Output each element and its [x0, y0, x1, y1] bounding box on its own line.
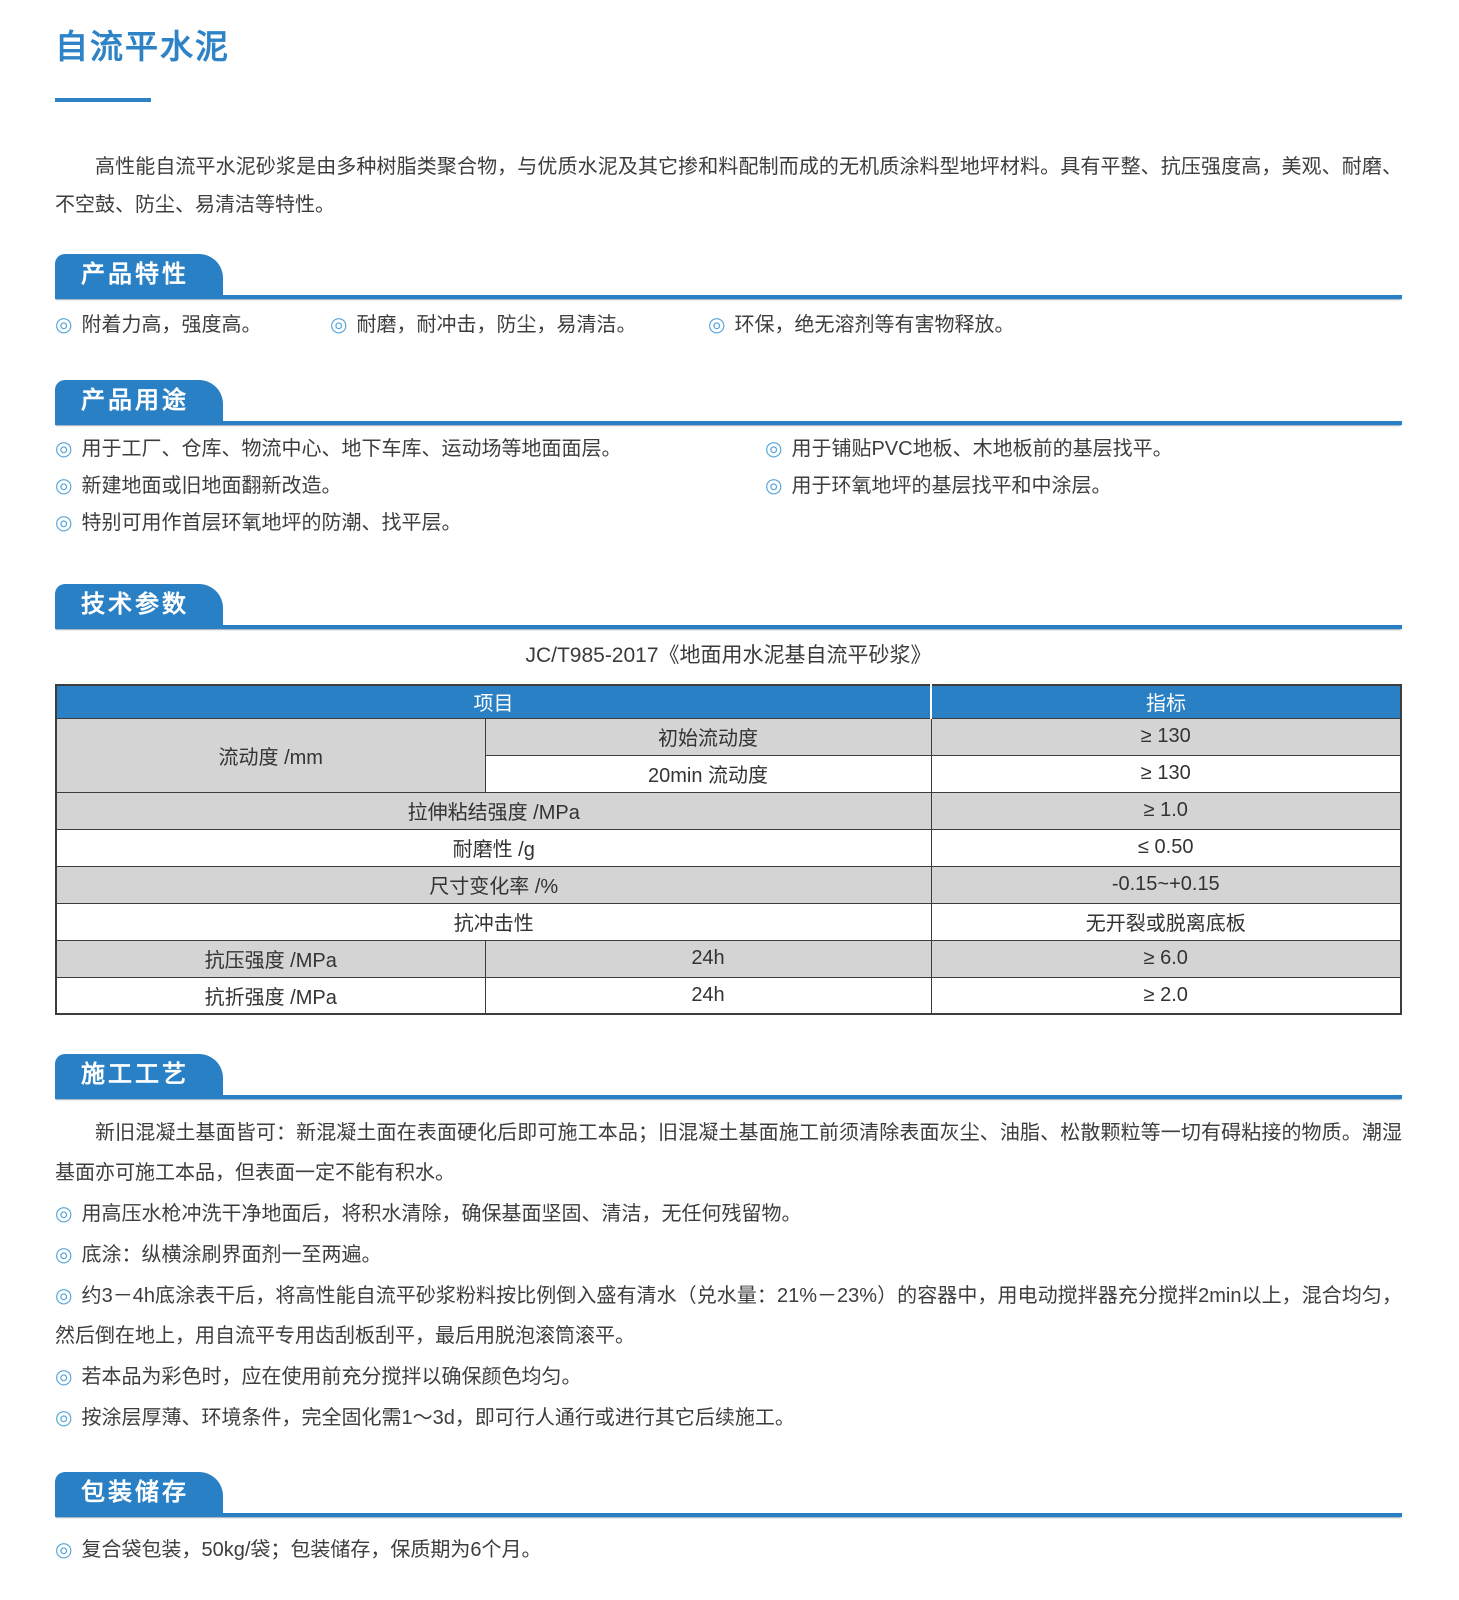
list-item: ◎ 复合袋包装，50kg/袋；包装储存，保质期为6个月。	[55, 1537, 1402, 1563]
list-item: ◎ 用于铺贴PVC地板、木地板前的基层找平。	[765, 437, 1173, 462]
list-item: ◎ 底涂：纵横涂刷界面剂一至两遍。	[55, 1235, 1402, 1275]
intro-paragraph: 高性能自流平水泥砂浆是由多种树脂类聚合物，与优质水泥及其它掺和料配制而成的无机质…	[55, 156, 1402, 216]
bullet-icon: ◎	[55, 475, 73, 497]
spec-label: 流动度 /mm	[55, 717, 486, 793]
spec-value: ≥ 130	[930, 754, 1402, 793]
bullet-icon: ◎	[55, 1366, 73, 1388]
feature-text: 附着力高，强度高。	[81, 314, 262, 336]
feature-text: 环保，绝无溶剂等有害物释放。	[734, 314, 1015, 336]
table-header-row: 项目 指标	[55, 684, 1402, 719]
spec-value: ≥ 6.0	[930, 939, 1402, 978]
spec-value: -0.15~+0.15	[930, 865, 1402, 904]
section-heading-packaging: 包装储存	[55, 1472, 1402, 1517]
list-item: ◎ 附着力高，强度高。	[55, 312, 330, 338]
process-step-text: 按涂层厚薄、环境条件，完全固化需1～3d，即可行人通行或进行其它后续施工。	[81, 1407, 795, 1429]
spec-value: ≤ 0.50	[930, 828, 1402, 867]
process-step-text: 底涂：纵横涂刷界面剂一至两遍。	[81, 1244, 382, 1266]
table-row: 抗冲击性 无开裂或脱离底板	[55, 902, 1402, 941]
table-row: 尺寸变化率 /% -0.15~+0.15	[55, 865, 1402, 904]
page-title: 自流平水泥	[55, 28, 230, 65]
process-steps-list: ◎ 用高压水枪冲洗干净地面后，将积水清除，确保基面坚固、清洁，无任何残留物。 ◎ 底…	[55, 1194, 1402, 1438]
table-row: 抗压强度 /MPa 24h ≥ 6.0	[55, 939, 1402, 978]
page: 自流平水泥 高性能自流平水泥砂浆是由多种树脂类聚合物，与优质水泥及其它掺和料配制…	[55, 28, 1402, 1563]
bullet-icon: ◎	[55, 438, 73, 460]
spec-label: 抗冲击性	[55, 902, 932, 941]
section-heading-features: 产品特性	[55, 254, 1402, 299]
spec-sublabel: 初始流动度	[484, 717, 932, 756]
feature-text: 耐磨，耐冲击，防尘，易清洁。	[356, 314, 637, 336]
spec-value: 无开裂或脱离底板	[930, 902, 1402, 941]
list-item: ◎ 耐磨，耐冲击，防尘，易清洁。	[330, 312, 708, 338]
process-step-text: 约3－4h底涂表干后，将高性能自流平砂浆粉料按比例倒入盛有清水（兑水量：21%－…	[55, 1285, 1402, 1347]
section-heading-uses: 产品用途	[55, 380, 1402, 425]
title-underline	[55, 98, 151, 102]
bullet-icon: ◎	[55, 314, 73, 336]
spec-sublabel: 24h	[484, 939, 932, 978]
process-step-text: 若本品为彩色时，应在使用前充分搅拌以确保颜色均匀。	[81, 1366, 582, 1388]
use-text: 新建地面或旧地面翻新改造。	[81, 475, 342, 497]
bullet-icon: ◎	[765, 438, 783, 460]
bullet-icon: ◎	[55, 1407, 73, 1429]
bullet-icon: ◎	[55, 512, 73, 534]
section-heading-process: 施工工艺	[55, 1054, 1402, 1099]
process-paragraph: 新旧混凝土基面皆可：新混凝土面在表面硬化后即可施工本品；旧混凝土基面施工前须清除…	[55, 1122, 1402, 1184]
process-step-text: 用高压水枪冲洗干净地面后，将积水清除，确保基面坚固、清洁，无任何残留物。	[81, 1203, 802, 1225]
spec-sublabel: 24h	[484, 976, 932, 1015]
section-heading-specs: 技术参数	[55, 584, 1402, 629]
list-item: ◎ 环保，绝无溶剂等有害物释放。	[708, 312, 1014, 338]
uses-list: ◎ 用于工厂、仓库、物流中心、地下车库、运动场等地面面层。 ◎ 新建地面或旧地面翻新…	[55, 437, 1402, 548]
use-text: 用于工厂、仓库、物流中心、地下车库、运动场等地面面层。	[81, 438, 622, 460]
list-item: ◎ 用高压水枪冲洗干净地面后，将积水清除，确保基面坚固、清洁，无任何残留物。	[55, 1194, 1402, 1234]
use-text: 特别可用作首层环氧地坪的防潮、找平层。	[81, 512, 462, 534]
bullet-icon: ◎	[55, 1244, 73, 1266]
spec-sublabel: 20min 流动度	[484, 754, 932, 793]
section-tab-specs: 技术参数	[55, 584, 223, 625]
spec-label: 抗压强度 /MPa	[55, 939, 486, 978]
features-list: ◎ 附着力高，强度高。 ◎ 耐磨，耐冲击，防尘，易清洁。 ◎ 环保，绝无溶剂等有害物释…	[55, 312, 1402, 338]
spec-label: 尺寸变化率 /%	[55, 865, 932, 904]
section-tab-uses: 产品用途	[55, 380, 223, 421]
bullet-icon: ◎	[55, 1285, 73, 1307]
spec-value: ≥ 1.0	[930, 791, 1402, 830]
list-item: ◎ 新建地面或旧地面翻新改造。	[55, 474, 765, 499]
table-row: 流动度 /mm 初始流动度 ≥ 130	[55, 717, 1402, 793]
section-tab-process: 施工工艺	[55, 1054, 223, 1095]
bullet-icon: ◎	[55, 1539, 73, 1561]
table-row: 耐磨性 /g ≤ 0.50	[55, 828, 1402, 867]
section-tab-packaging: 包装储存	[55, 1472, 223, 1513]
use-text: 用于铺贴PVC地板、木地板前的基层找平。	[791, 438, 1173, 460]
list-item: ◎ 用于环氧地坪的基层找平和中涂层。	[765, 474, 1173, 499]
spec-label: 耐磨性 /g	[55, 828, 932, 867]
list-item: ◎ 用于工厂、仓库、物流中心、地下车库、运动场等地面面层。	[55, 437, 765, 462]
table-row: 拉伸粘结强度 /MPa ≥ 1.0	[55, 791, 1402, 830]
table-row: 20min 流动度 ≥ 130	[56, 754, 1402, 793]
bullet-icon: ◎	[708, 314, 726, 336]
spec-value: ≥ 2.0	[930, 976, 1402, 1015]
packaging-text: 复合袋包装，50kg/袋；包装储存，保质期为6个月。	[81, 1539, 542, 1561]
bullet-icon: ◎	[55, 1203, 73, 1225]
spec-label: 抗折强度 /MPa	[55, 976, 486, 1015]
list-item: ◎ 按涂层厚薄、环境条件，完全固化需1～3d，即可行人通行或进行其它后续施工。	[55, 1398, 1402, 1438]
list-item: ◎ 约3－4h底涂表干后，将高性能自流平砂浆粉料按比例倒入盛有清水（兑水量：21%…	[55, 1276, 1402, 1356]
uses-left-column: ◎ 用于工厂、仓库、物流中心、地下车库、运动场等地面面层。 ◎ 新建地面或旧地面翻新…	[55, 437, 765, 548]
specs-table: 项目 指标 流动度 /mm 初始流动度 ≥ 130 20min 流动度 ≥ 13…	[55, 684, 1402, 1015]
spec-label: 拉伸粘结强度 /MPa	[55, 791, 932, 830]
column-header-item: 项目	[55, 684, 932, 719]
spec-value: ≥ 130	[930, 717, 1402, 756]
list-item: ◎ 特别可用作首层环氧地坪的防潮、找平层。	[55, 511, 765, 536]
column-header-index: 指标	[930, 684, 1402, 719]
bullet-icon: ◎	[330, 314, 348, 336]
table-row: 抗折强度 /MPa 24h ≥ 2.0	[55, 976, 1402, 1015]
section-tab-features: 产品特性	[55, 254, 223, 295]
bullet-icon: ◎	[765, 475, 783, 497]
specs-standard-caption: JC/T985-2017《地面用水泥基自流平砂浆》	[525, 644, 932, 667]
use-text: 用于环氧地坪的基层找平和中涂层。	[791, 475, 1112, 497]
uses-right-column: ◎ 用于铺贴PVC地板、木地板前的基层找平。 ◎ 用于环氧地坪的基层找平和中涂层。	[765, 437, 1173, 548]
list-item: ◎ 若本品为彩色时，应在使用前充分搅拌以确保颜色均匀。	[55, 1357, 1402, 1397]
